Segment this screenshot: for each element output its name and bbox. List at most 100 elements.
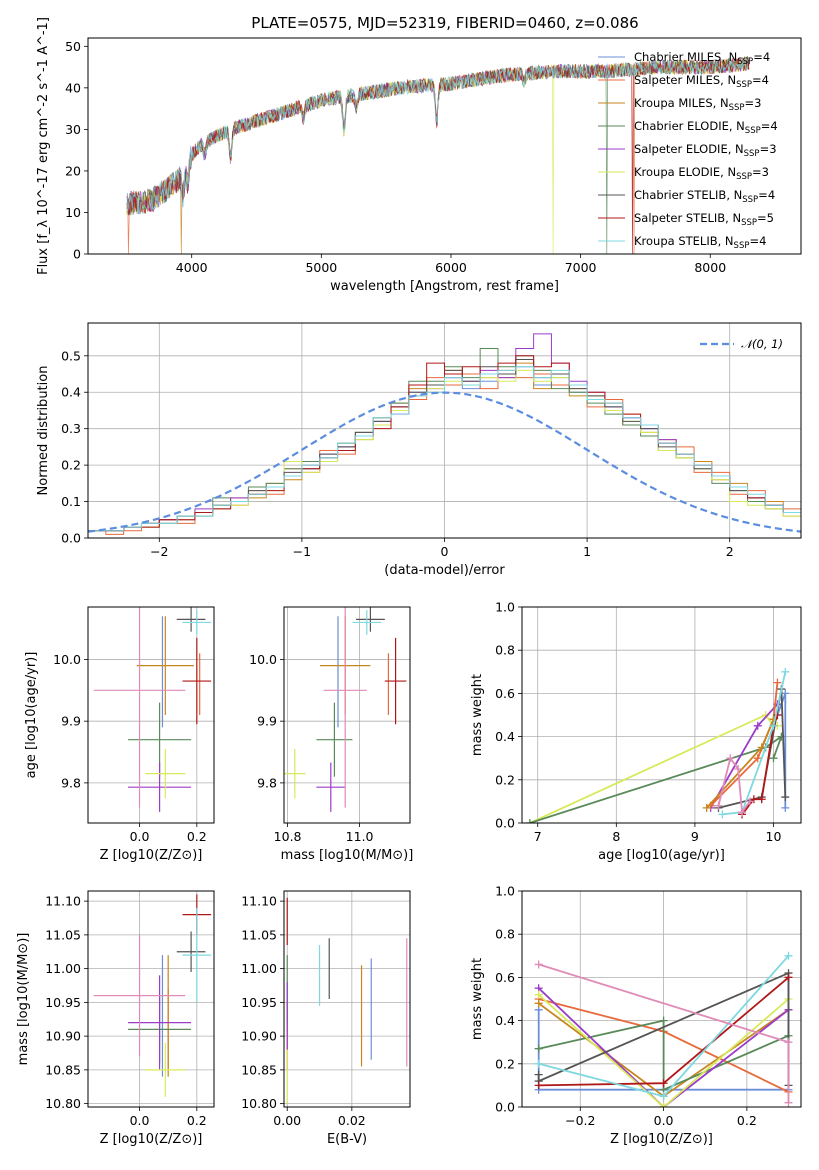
legend-nssp-value: 4 — [770, 119, 777, 133]
y-tick-label: 10.80 — [45, 1096, 81, 1111]
legend-series-name: Kroupa MILES — [634, 96, 713, 110]
legend-nssp-prefix: , N — [718, 234, 734, 248]
legend-nssp-eq: = — [752, 73, 762, 87]
legend-nssp-sub: SSP — [729, 103, 745, 113]
weight-marker — [534, 1059, 543, 1068]
weight-marker — [784, 1098, 793, 1107]
age-vs-mass-panel: 10.8 11.0 9.8 9.9 10.0 mass [log10(M/M⊙)] — [249, 606, 413, 863]
grid-lines — [522, 890, 801, 1108]
weight-marker — [534, 960, 543, 969]
histogram-step — [88, 366, 801, 532]
legend-nssp-sub: SSP — [734, 241, 750, 251]
legend-nssp-sub: SSP — [736, 172, 752, 182]
weight-line — [529, 734, 784, 823]
weight-marker — [745, 797, 754, 806]
x-tick-label: 0.2 — [187, 1113, 207, 1128]
y-tick-label: 0.4 — [495, 1013, 515, 1028]
x-tick-label: 0.2 — [737, 1113, 757, 1128]
y-tick-label: 50 — [65, 39, 81, 54]
y-tick-label: 0.5 — [61, 348, 81, 363]
y-axis-label: age [log10(age/yr)] — [24, 652, 39, 779]
grid-lines — [284, 607, 410, 823]
y-axis-label: Normed distribution — [36, 366, 51, 496]
legend-nssp-eq: = — [757, 211, 767, 225]
x-axis-label: wavelength [Angstrom, rest frame] — [330, 279, 559, 294]
weight-marker — [773, 678, 782, 687]
y-tick-label: 11.10 — [241, 894, 277, 909]
legend-nssp-value: 5 — [767, 211, 774, 225]
y-tick-label: 10.95 — [241, 995, 277, 1010]
weight-marker — [781, 793, 790, 802]
y-axis-label: mass weight — [470, 674, 485, 756]
y-tick-label: 10.80 — [241, 1096, 277, 1111]
mass-weight-vs-age-panel: 7 8 9 10 0.0 0.2 0.4 0.6 0.8 1.0 age [log10(age/yr… — [470, 600, 802, 863]
axes-frame — [87, 37, 802, 255]
legend-nssp-sub: SSP — [744, 149, 760, 159]
legend-series-name: Salpeter ELODIE — [634, 142, 728, 156]
legend-nssp-value: 4 — [762, 73, 769, 87]
weight-marker — [534, 1044, 543, 1053]
y-tick-label: 10 — [65, 205, 81, 220]
histogram-step — [88, 348, 801, 532]
y-tick-label: 9.8 — [61, 775, 81, 790]
x-tick-label: 7 — [534, 829, 542, 844]
residual-histogram-panel: −2 −1 0 1 2 0.0 0.1 0.2 0.3 0.4 0.5 (data-model)/er… — [36, 322, 802, 578]
mass-vs-extinction-panel: 0.00 0.02 10.80 10.85 10.90 10.95 11.00 11.05 11… — [241, 890, 411, 1147]
mass-vs-metallicity-panel: 0.0 0.2 10.80 10.85 10.90 10.95 11.00 11.05 11.1… — [16, 890, 215, 1147]
y-tick-label: 11.10 — [45, 894, 81, 909]
legend-nssp-prefix: , N — [721, 50, 737, 64]
legend-nssp-value: 3 — [762, 165, 769, 179]
x-tick-label: −0.2 — [565, 1113, 595, 1128]
y-tick-label: 0.3 — [61, 421, 81, 436]
axes-frame — [521, 606, 802, 824]
weight-marker — [659, 1092, 668, 1101]
x-tick-label: −1 — [293, 544, 311, 559]
y-tick-label: 0.4 — [61, 385, 81, 400]
y-axis-label: mass weight — [470, 958, 485, 1040]
axes-frame — [283, 890, 411, 1108]
y-axis-label: Flux [f_λ 10^-17 erg cm^-2 s^-1 A^-1] — [36, 17, 51, 275]
age-vs-metallicity-panel: 0.0 0.2 9.8 9.9 10.0 Z [log10(Z/Z⊙)] age [log1… — [24, 606, 215, 863]
y-tick-label: 10.0 — [249, 652, 277, 667]
y-tick-label: 0.4 — [495, 729, 515, 744]
legend-nssp-prefix: , N — [720, 165, 736, 179]
weight-marker — [757, 795, 766, 804]
y-tick-label: 10.0 — [53, 652, 81, 667]
y-tick-label: 0.0 — [495, 816, 515, 831]
x-tick-label: 10 — [766, 829, 782, 844]
legend-label: Chabrier MILES, NSSP=4 — [634, 50, 770, 67]
y-tick-label: 0.0 — [61, 531, 81, 546]
legend-series-name: Kroupa STELIB — [634, 234, 718, 248]
legend-label: Salpeter ELODIE, NSSP=3 — [634, 142, 777, 159]
legend-nssp-eq: = — [761, 119, 771, 133]
legend-nssp-eq: = — [752, 165, 762, 179]
x-tick-label: 8 — [612, 829, 620, 844]
weight-marker — [753, 754, 762, 763]
y-tick-label: 11.05 — [241, 927, 277, 942]
weight-marker — [784, 973, 793, 982]
x-axis-label: Z [log10(Z/Z⊙)] — [610, 1132, 713, 1147]
y-tick-label: 0.2 — [61, 458, 81, 473]
legend-label: Chabrier STELIB, NSSP=4 — [634, 188, 775, 205]
grid-lines — [88, 891, 214, 1107]
grid-lines — [88, 607, 214, 823]
y-tick-label: 10.90 — [241, 1029, 277, 1044]
y-tick-label: 11.00 — [45, 961, 81, 976]
y-tick-label: 0.2 — [495, 772, 515, 787]
y-tick-label: 9.8 — [257, 775, 277, 790]
plot-area — [88, 333, 801, 535]
axes-frame — [87, 890, 215, 1108]
weight-marker — [534, 999, 543, 1008]
x-tick-label: 1 — [583, 544, 591, 559]
legend-nssp-prefix: , N — [720, 73, 736, 87]
weight-marker — [753, 721, 762, 730]
legend-nssp-prefix: , N — [726, 188, 742, 202]
x-tick-label: 0 — [441, 544, 449, 559]
y-tick-label: 0.6 — [495, 970, 515, 985]
y-tick-label: 10.85 — [241, 1062, 277, 1077]
plot-area — [286, 897, 408, 1104]
grid-lines — [522, 606, 801, 824]
x-tick-label: 5000 — [305, 260, 337, 275]
weight-line — [538, 987, 790, 1107]
y-tick-label: 9.9 — [257, 714, 277, 729]
